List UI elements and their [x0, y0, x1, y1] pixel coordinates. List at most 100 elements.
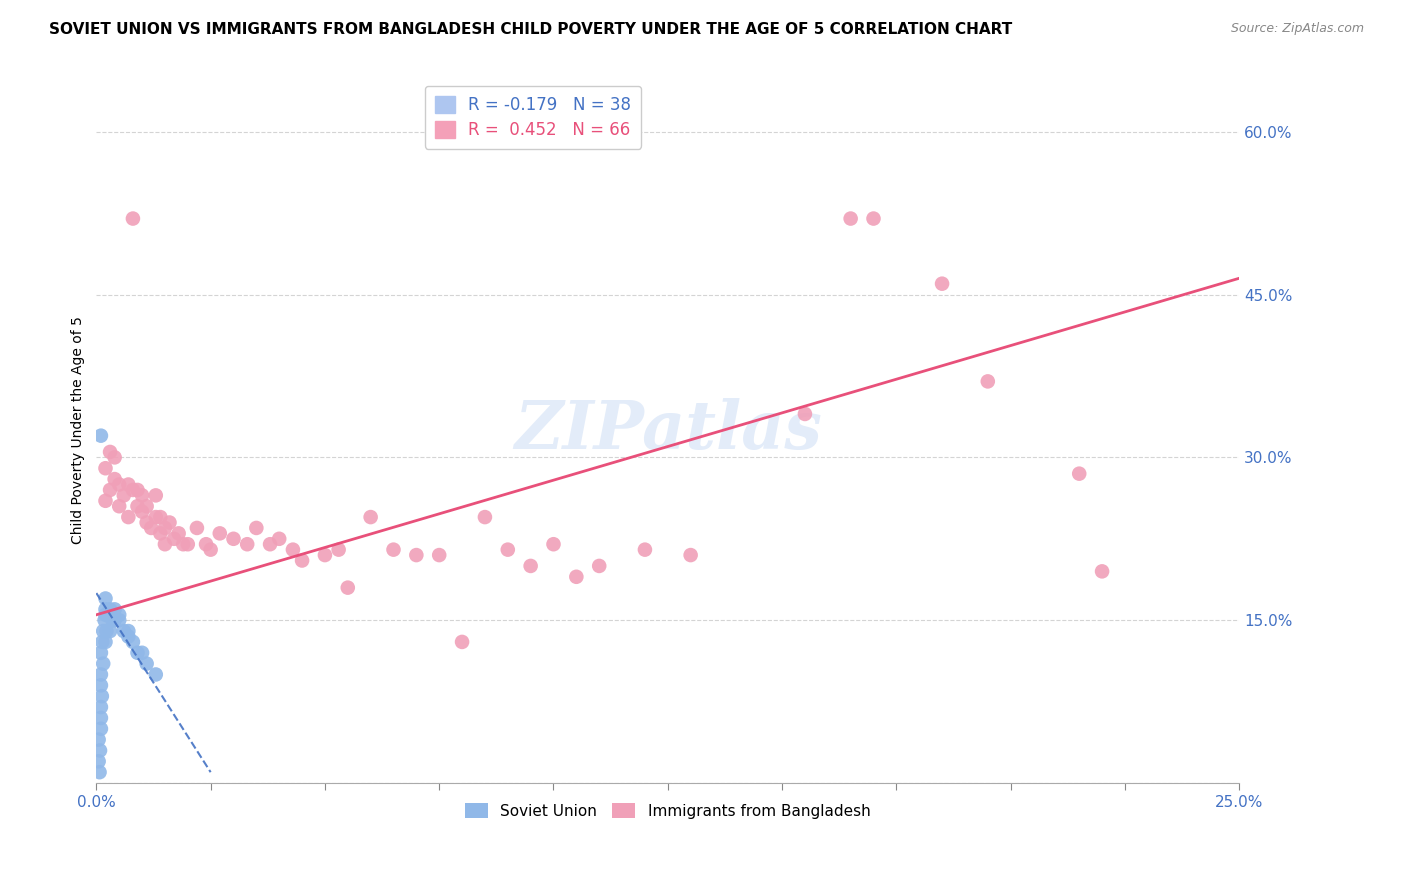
- Point: [90, 678, 112, 692]
- Point: [93, 613, 115, 627]
- Point: [108, 477, 131, 491]
- Point: [200, 542, 222, 557]
- Point: [195, 537, 218, 551]
- Point: [474, 510, 496, 524]
- Point: [91, 657, 114, 671]
- Point: [145, 510, 167, 524]
- Point: [117, 477, 139, 491]
- Point: [122, 483, 145, 497]
- Point: [245, 521, 267, 535]
- Text: Source: ZipAtlas.com: Source: ZipAtlas.com: [1230, 22, 1364, 36]
- Point: [565, 570, 588, 584]
- Point: [122, 211, 145, 226]
- Point: [634, 542, 657, 557]
- Point: [94, 493, 117, 508]
- Point: [94, 591, 117, 606]
- Point: [177, 537, 200, 551]
- Point: [90, 700, 112, 714]
- Point: [427, 548, 450, 562]
- Point: [98, 483, 121, 497]
- Point: [97, 607, 120, 622]
- Point: [451, 635, 474, 649]
- Point: [336, 581, 359, 595]
- Point: [360, 510, 382, 524]
- Point: [104, 450, 127, 465]
- Point: [172, 537, 194, 551]
- Point: [588, 558, 610, 573]
- Point: [328, 542, 350, 557]
- Point: [108, 607, 131, 622]
- Point: [131, 505, 153, 519]
- Point: [117, 510, 139, 524]
- Point: [104, 602, 127, 616]
- Point: [117, 630, 139, 644]
- Text: ZIPatlas: ZIPatlas: [513, 398, 821, 463]
- Point: [98, 602, 121, 616]
- Point: [679, 548, 702, 562]
- Point: [1069, 467, 1091, 481]
- Point: [131, 488, 153, 502]
- Point: [87, 732, 110, 747]
- Point: [127, 500, 149, 514]
- Point: [167, 526, 190, 541]
- Point: [208, 526, 231, 541]
- Point: [91, 624, 114, 638]
- Point: [222, 532, 245, 546]
- Point: [153, 537, 176, 551]
- Point: [543, 537, 565, 551]
- Point: [98, 607, 121, 622]
- Point: [236, 537, 259, 551]
- Point: [108, 500, 131, 514]
- Point: [186, 521, 208, 535]
- Point: [135, 516, 157, 530]
- Point: [127, 483, 149, 497]
- Point: [862, 211, 884, 226]
- Point: [90, 722, 112, 736]
- Point: [519, 558, 541, 573]
- Point: [90, 689, 112, 703]
- Point: [135, 500, 157, 514]
- Point: [149, 526, 172, 541]
- Point: [269, 532, 291, 546]
- Point: [793, 407, 815, 421]
- Point: [159, 516, 181, 530]
- Point: [931, 277, 953, 291]
- Point: [382, 542, 405, 557]
- Point: [94, 635, 117, 649]
- Point: [104, 472, 127, 486]
- Point: [127, 646, 149, 660]
- Point: [89, 765, 111, 780]
- Point: [90, 667, 112, 681]
- Y-axis label: Child Poverty Under the Age of 5: Child Poverty Under the Age of 5: [72, 317, 86, 544]
- Point: [141, 521, 163, 535]
- Point: [104, 613, 127, 627]
- Point: [131, 646, 153, 660]
- Point: [405, 548, 427, 562]
- Point: [122, 635, 145, 649]
- Point: [94, 607, 117, 622]
- Point: [1091, 565, 1114, 579]
- Legend: Soviet Union, Immigrants from Bangladesh: Soviet Union, Immigrants from Bangladesh: [460, 797, 876, 825]
- Point: [839, 211, 862, 226]
- Point: [291, 553, 314, 567]
- Point: [96, 624, 118, 638]
- Point: [112, 624, 135, 638]
- Point: [259, 537, 281, 551]
- Point: [117, 624, 139, 638]
- Point: [135, 657, 157, 671]
- Point: [90, 711, 112, 725]
- Point: [101, 613, 124, 627]
- Point: [977, 375, 1000, 389]
- Point: [112, 488, 135, 502]
- Point: [98, 445, 121, 459]
- Point: [87, 755, 110, 769]
- Point: [108, 613, 131, 627]
- Point: [314, 548, 336, 562]
- Point: [98, 624, 121, 638]
- Point: [145, 667, 167, 681]
- Point: [145, 488, 167, 502]
- Point: [496, 542, 519, 557]
- Point: [91, 635, 114, 649]
- Point: [94, 602, 117, 616]
- Point: [94, 461, 117, 475]
